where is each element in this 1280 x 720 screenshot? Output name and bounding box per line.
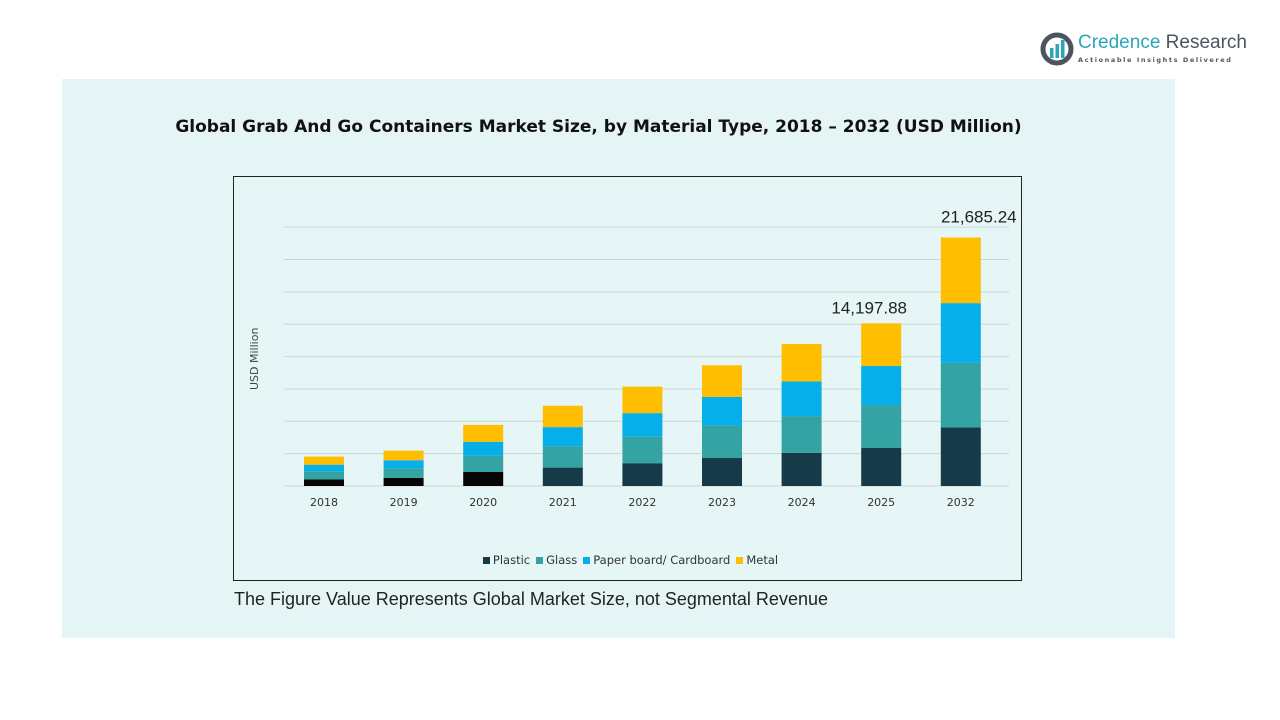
legend-label: Metal <box>746 553 779 567</box>
bar-plastic-2032 <box>940 427 981 486</box>
legend-swatch <box>536 557 544 564</box>
bar-paper-board-cardboard-2020 <box>463 441 504 456</box>
bar-paper-board-cardboard-2019 <box>383 460 424 469</box>
bar-paper-board-cardboard-2021 <box>542 427 583 447</box>
legend-label: Plastic <box>492 553 531 567</box>
bar-plastic-2023 <box>702 458 742 486</box>
legend-swatch <box>583 557 591 564</box>
legend-swatch <box>482 557 490 564</box>
logo-name: Credence Research <box>1078 32 1247 53</box>
legend: Plastic Glass Paper board/ Cardboard Metal <box>233 553 1022 567</box>
bar-metal-2021 <box>542 405 583 428</box>
bar-metal-2019 <box>383 450 424 461</box>
data-label: 21,685.24 <box>941 208 1017 227</box>
bar-glass-2018 <box>304 471 344 480</box>
bar-plastic-2018 <box>304 479 344 486</box>
x-tick-label: 2024 <box>788 496 816 509</box>
x-tick-label: 2018 <box>310 496 338 509</box>
x-tick-label: 2021 <box>549 496 577 509</box>
bar-plastic-2020 <box>463 472 504 486</box>
bar-glass-2024 <box>781 416 822 453</box>
bar-glass-2023 <box>702 425 742 459</box>
legend-label: Glass <box>546 553 578 567</box>
chart-frame: 2018 2019 2020 2021 2022 2023 2024 2025 14,197.8… <box>233 176 1022 581</box>
bar-glass-2032 <box>940 362 981 428</box>
bar-metal-2023 <box>702 365 742 397</box>
y-axis-label: USD Million <box>248 327 261 390</box>
x-tick-label: 2032 <box>947 496 975 509</box>
credence-research-logo: Credence Research Actionable Insights De… <box>1040 32 1255 68</box>
x-tick-label: 2022 <box>628 496 656 509</box>
bar-glass-2020 <box>463 455 504 473</box>
legend-label: Paper board/ Cardboard <box>593 553 731 567</box>
legend-swatch <box>736 557 744 564</box>
bar-plastic-2024 <box>781 452 822 486</box>
bar-paper-board-cardboard-2032 <box>940 303 981 363</box>
bar-metal-2020 <box>463 424 504 442</box>
x-tick-label: 2025 <box>867 496 895 509</box>
logo-tagline: Actionable Insights Delivered <box>1078 56 1233 64</box>
bar-glass-2021 <box>542 446 583 468</box>
bar-plastic-2019 <box>383 477 424 486</box>
bar-metal-2025 <box>861 323 902 367</box>
x-tick-label: 2023 <box>708 496 736 509</box>
bar-paper-board-cardboard-2018 <box>304 464 344 472</box>
bar-paper-board-cardboard-2025 <box>861 366 902 406</box>
bar-metal-2024 <box>781 343 822 382</box>
chart-svg: 2018 2019 2020 2021 2022 2023 2024 2025 14,197.8… <box>284 208 1017 509</box>
bar-metal-2022 <box>622 386 663 414</box>
bar-metal-2032 <box>940 237 981 304</box>
x-tick-label: 2020 <box>469 496 497 509</box>
bar-glass-2025 <box>861 405 902 448</box>
bar-plastic-2025 <box>861 447 902 486</box>
bar-plastic-2021 <box>542 467 583 486</box>
bar-paper-board-cardboard-2023 <box>702 396 742 426</box>
bar-paper-board-cardboard-2024 <box>781 381 822 417</box>
x-tick-label: 2019 <box>390 496 418 509</box>
bar-glass-2022 <box>622 436 663 464</box>
bar-plastic-2022 <box>622 463 663 486</box>
data-label: 14,197.88 <box>831 298 907 317</box>
bar-paper-board-cardboard-2022 <box>622 413 663 437</box>
chart-title: Global Grab And Go Containers Market Siz… <box>175 117 1022 137</box>
logo-icon <box>1040 32 1074 66</box>
bar-glass-2019 <box>383 468 424 478</box>
bar-metal-2018 <box>304 456 344 465</box>
footnote: The Figure Value Represents Global Marke… <box>234 589 828 609</box>
